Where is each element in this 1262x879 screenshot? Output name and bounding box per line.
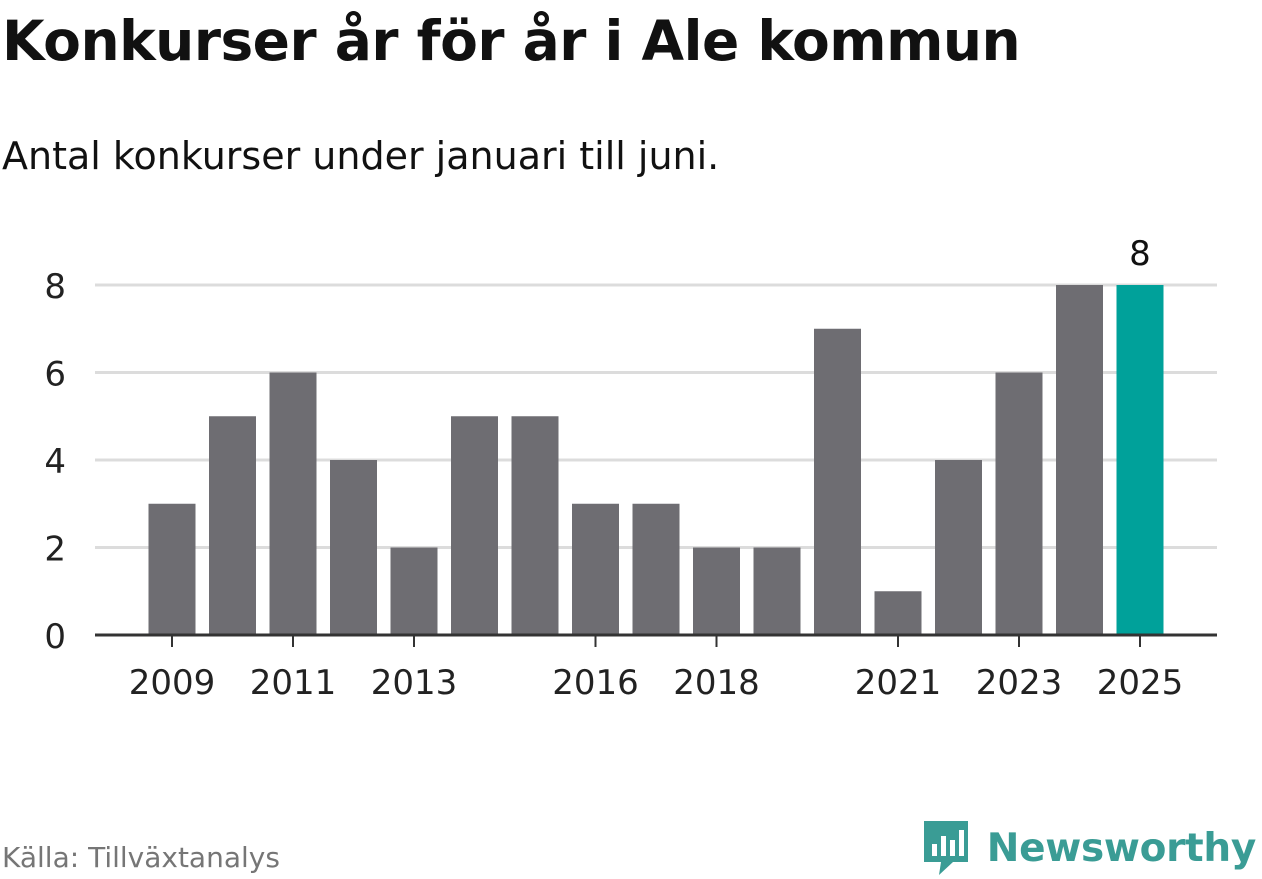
bar-2023 — [995, 372, 1043, 635]
chart-title: Konkurser år för år i Ale kommun — [2, 9, 1021, 73]
y-tick-label: 2 — [44, 530, 66, 570]
x-tick-label: 2011 — [250, 663, 337, 703]
x-axis: 2009 2011 2013 2016 2018 2021 2023 2025 — [95, 633, 1217, 703]
bar-chart-speech-bubble-icon — [923, 821, 968, 875]
y-axis-ticks: 0 2 4 6 8 — [44, 267, 66, 657]
y-tick-label: 6 — [44, 355, 66, 395]
bar-2022 — [935, 460, 982, 635]
brand-logo-block: Newsworthy — [921, 818, 1256, 878]
x-tick-label: 2018 — [673, 663, 760, 703]
bar-2010 — [209, 416, 256, 635]
y-tick-label: 0 — [44, 617, 66, 657]
bar-2019 — [753, 547, 801, 635]
source-note: Källa: Tillväxtanalys — [2, 841, 280, 874]
bar-2014 — [451, 416, 498, 635]
bar-2024 — [1056, 285, 1103, 635]
bar-2009 — [148, 503, 196, 635]
x-tick-label: 2023 — [976, 663, 1063, 703]
y-tick-label: 8 — [44, 267, 66, 307]
bar-2012 — [330, 460, 377, 635]
bar-2011 — [269, 372, 317, 635]
bar-2013 — [390, 547, 438, 635]
data-label: 8 — [1129, 234, 1151, 274]
y-tick-label: 4 — [44, 442, 66, 482]
chart-subtitle: Antal konkurser under januari till juni. — [2, 134, 720, 178]
x-tick-label: 2009 — [129, 663, 216, 703]
x-tick-label: 2025 — [1097, 663, 1184, 703]
x-tick-label: 2021 — [855, 663, 942, 703]
data-labels: 8 — [1129, 234, 1151, 274]
bar-2018 — [693, 547, 740, 635]
bar-2015 — [511, 416, 559, 635]
bar-2020 — [814, 328, 861, 635]
x-tick-label: 2016 — [552, 663, 639, 703]
brand-name: Newsworthy — [986, 825, 1257, 871]
bar-2017 — [632, 503, 680, 635]
bar-2021 — [874, 591, 922, 635]
bars — [148, 285, 1164, 635]
bar-2025 — [1116, 285, 1164, 635]
bar-2016 — [572, 503, 619, 635]
bar-chart: 0 2 4 6 8 8 2009 2011 2013 2016 2018 2021 2023 2025 — [44, 234, 1217, 703]
x-tick-label: 2013 — [371, 663, 458, 703]
